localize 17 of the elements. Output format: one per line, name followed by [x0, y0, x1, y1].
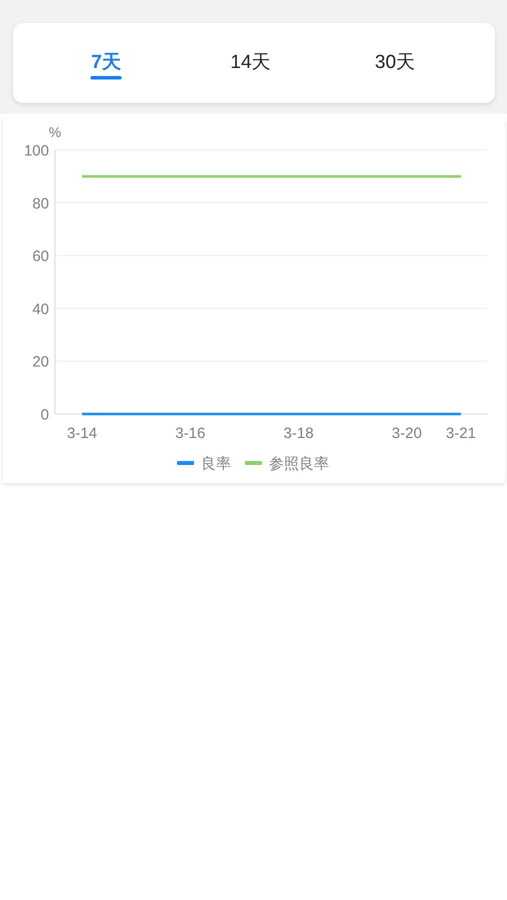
y-axis-title: % [48, 124, 62, 140]
y-tick-label: 80 [32, 195, 49, 212]
x-tick-label: 3-14 [67, 425, 98, 442]
text: 7天 [91, 52, 121, 73]
y-tick-label: 100 [24, 142, 49, 160]
text: 30天 [374, 52, 416, 73]
y-tick-label: 20 [32, 354, 49, 371]
x-tick-label: 3-16 [175, 425, 206, 442]
y-tick-label: 0 [40, 406, 49, 424]
text: 14天 [230, 52, 271, 73]
legend-label: 参照良率 [269, 456, 329, 472]
x-tick-label: 3-18 [284, 425, 314, 442]
y-tick-label: 40 [32, 300, 49, 318]
x-tick-label: 3-20 [392, 425, 422, 442]
y-tick-label: 60 [32, 248, 49, 266]
legend-label: 良率 [201, 456, 231, 472]
x-tick-label: 3-21 [446, 425, 476, 442]
